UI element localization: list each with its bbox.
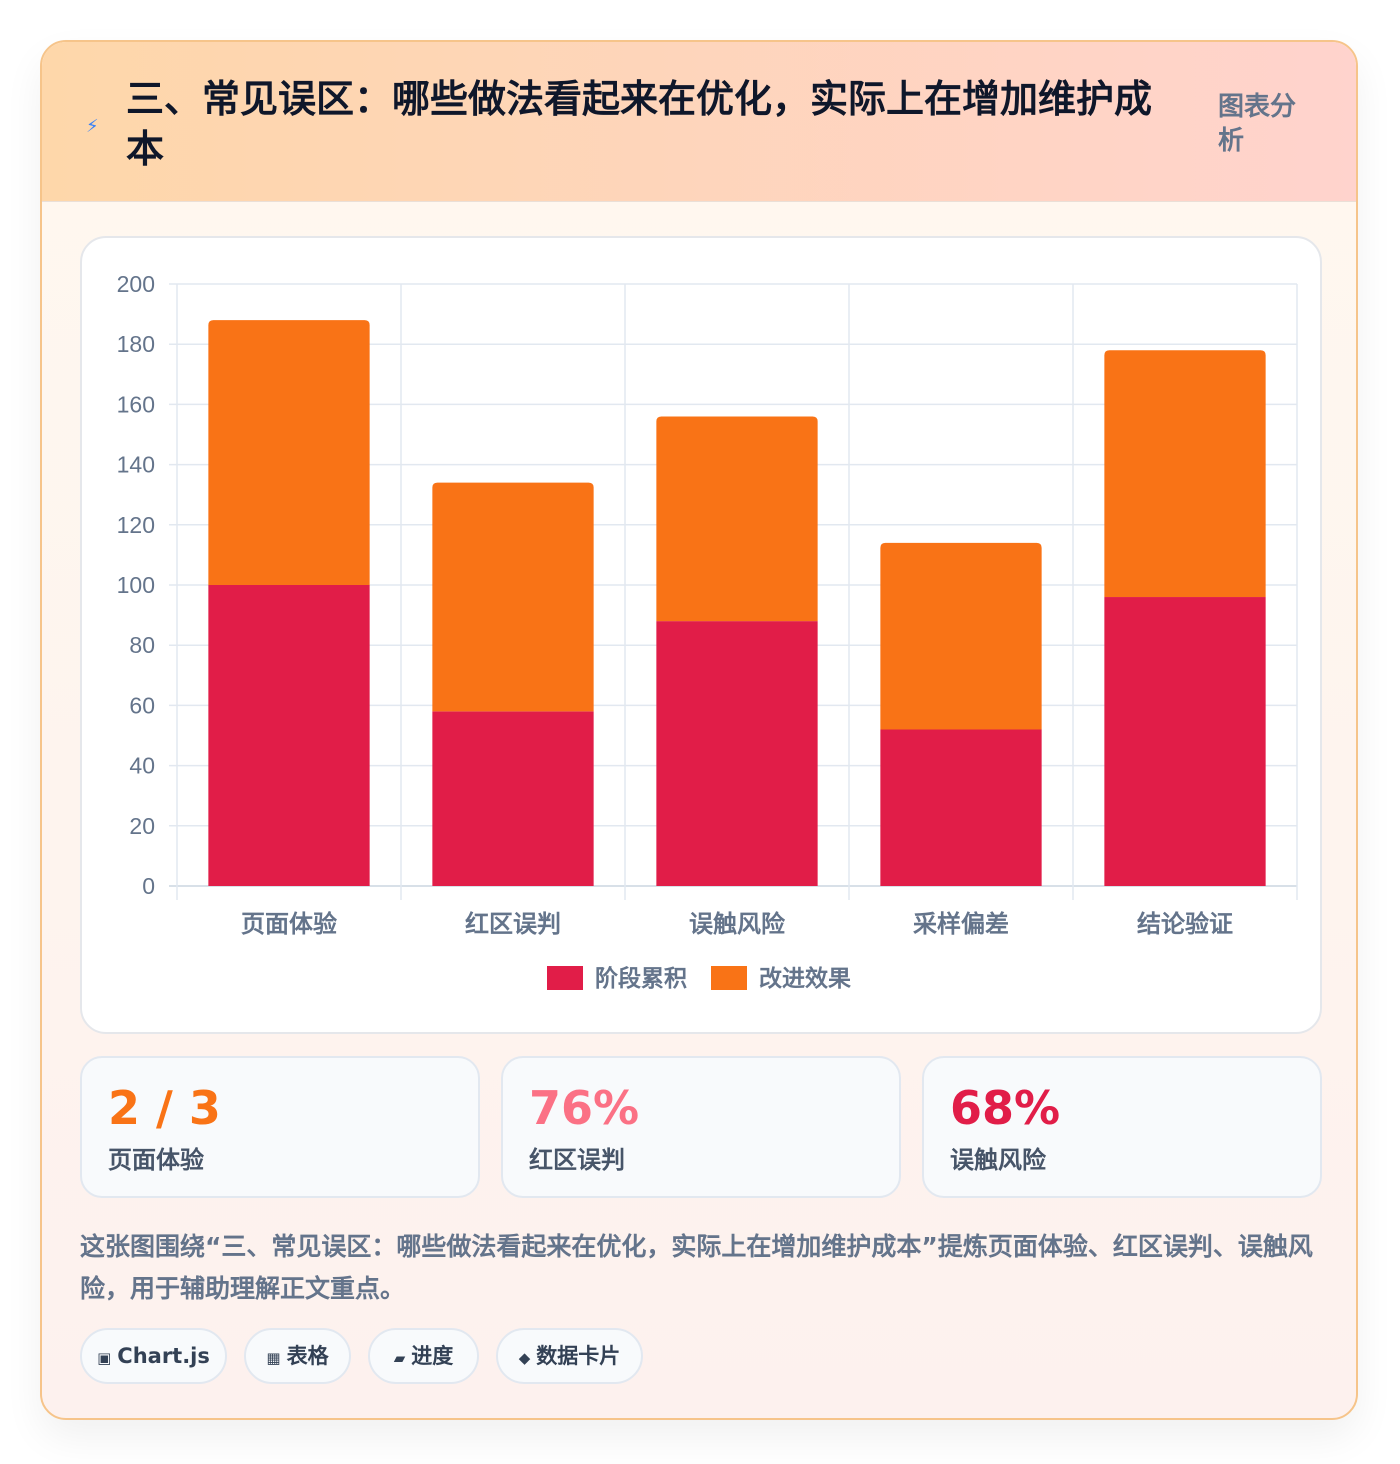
chart-icon: ▣ (97, 1349, 112, 1367)
tag-label: 数据卡片 (536, 1344, 621, 1368)
chart-analysis-badge: 图表分析 (1218, 92, 1297, 156)
y-tick-label: 100 (117, 572, 155, 598)
tag-table[interactable]: ▦ 表格 (244, 1328, 351, 1384)
tag-chartjs[interactable]: ▣ Chart.js (80, 1328, 227, 1384)
bar-improve (656, 416, 818, 622)
x-tick-label: 页面体验 (241, 910, 337, 938)
bar-improve (432, 482, 594, 712)
page-title: 三、常见误区：哪些做法看起来在优化，实际上在增加维护成本 (126, 77, 1153, 171)
bar-accumulate (1104, 597, 1266, 886)
stat-card-page-experience: 2 / 3 页面体验 (80, 1056, 480, 1198)
bar-accumulate (880, 729, 1042, 886)
stat-value: 2 / 3 (108, 1081, 221, 1135)
stat-label: 误触风险 (950, 1146, 1046, 1174)
bar-improve (208, 320, 370, 585)
legend-swatch (547, 966, 583, 990)
x-tick-label: 误触风险 (689, 910, 786, 938)
y-tick-label: 160 (117, 391, 155, 417)
tag-label: 进度 (411, 1344, 454, 1368)
progress-icon: ▰ (393, 1349, 406, 1367)
bar-improve (880, 542, 1042, 730)
y-tick-label: 80 (129, 632, 155, 658)
card-header: ⚡ 三、常见误区：哪些做法看起来在优化，实际上在增加维护成本 图表分析 (42, 42, 1356, 202)
chart-description: 这张图围绕“三、常见误区：哪些做法看起来在优化，实际上在增加维护成本”提炼页面体… (80, 1232, 1313, 1303)
diamond-icon: ◆ (518, 1349, 531, 1367)
stat-value: 76% (529, 1081, 640, 1135)
lightning-icon: ⚡ (86, 116, 99, 137)
tag-label: 表格 (286, 1344, 329, 1368)
legend-label: 阶段累积 (595, 965, 687, 992)
stat-card-red-zone: 76% 红区误判 (501, 1056, 901, 1198)
y-tick-label: 120 (117, 512, 155, 538)
x-tick-label: 采样偏差 (913, 910, 1009, 938)
stat-value: 68% (950, 1081, 1061, 1135)
x-tick-label: 红区误判 (465, 910, 561, 938)
y-tick-label: 20 (129, 813, 155, 839)
table-icon: ▦ (266, 1349, 281, 1367)
stat-card-mistouch-risk: 68% 误触风险 (922, 1056, 1322, 1198)
stacked-bar-chart: 0 20 40 60 80 100 120 140 160 180 200 页面体验 红区误判 误触风险 采… (117, 271, 1298, 992)
chart-panel: 0 20 40 60 80 100 120 140 160 180 200 页面体验 红区误判 误触风险 采… (80, 236, 1322, 1034)
y-tick-label: 0 (142, 873, 155, 899)
x-tick-label: 结论验证 (1137, 910, 1233, 938)
y-tick-label: 40 (129, 753, 155, 779)
bar-accumulate (432, 711, 594, 886)
stat-label: 页面体验 (108, 1146, 204, 1174)
legend-label: 改进效果 (759, 965, 851, 992)
y-tick-label: 200 (117, 271, 155, 297)
tag-label: Chart.js (117, 1344, 210, 1368)
bar-accumulate (208, 585, 370, 886)
tag-data-card[interactable]: ◆ 数据卡片 (496, 1328, 643, 1384)
y-tick-label: 140 (117, 452, 155, 478)
y-tick-label: 180 (117, 331, 155, 357)
stat-label: 红区误判 (529, 1146, 625, 1174)
y-tick-label: 60 (129, 692, 155, 718)
bar-accumulate (656, 621, 818, 886)
tag-progress[interactable]: ▰ 进度 (368, 1328, 479, 1384)
legend-swatch (711, 966, 747, 990)
chart-card: ⚡ 三、常见误区：哪些做法看起来在优化，实际上在增加维护成本 图表分析 0 20 4… (40, 40, 1358, 1420)
bar-improve (1104, 350, 1266, 598)
